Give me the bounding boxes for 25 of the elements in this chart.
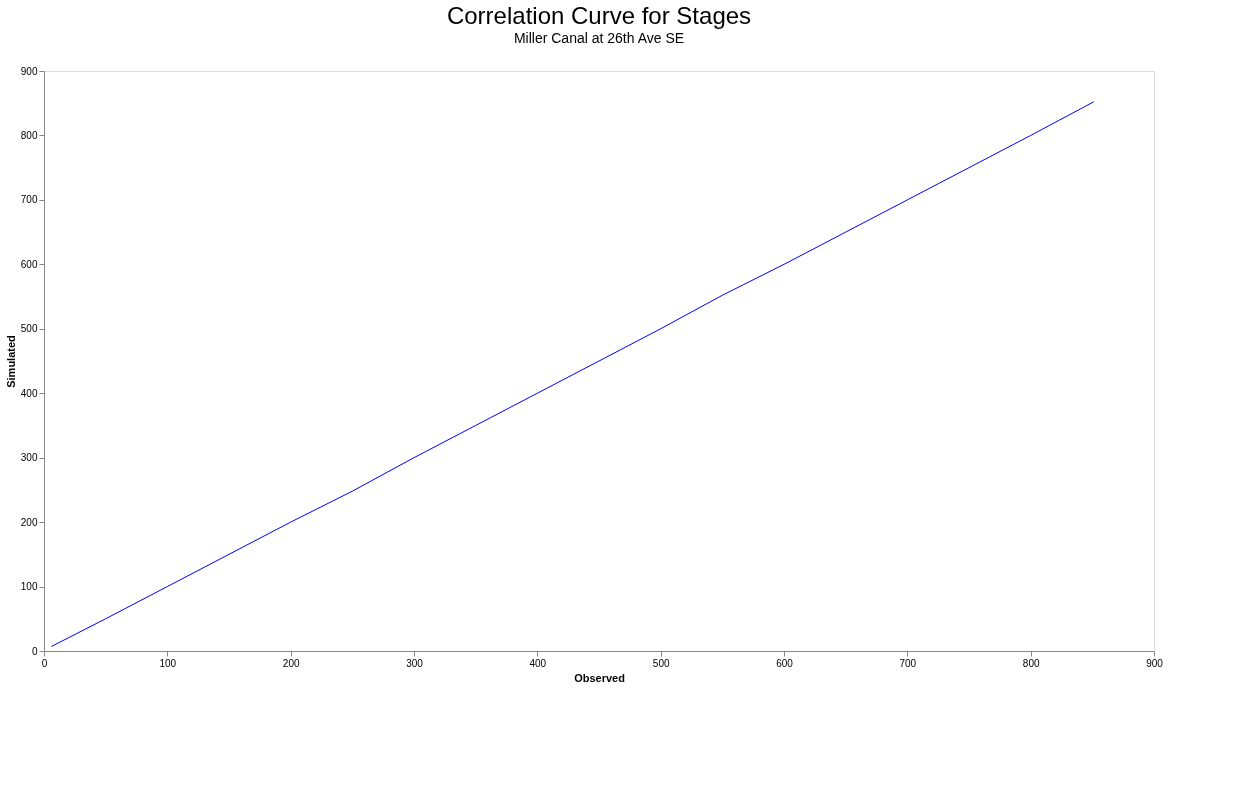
x-tick-label: 100 [159, 657, 177, 669]
y-tick-label: 700 [20, 194, 38, 206]
x-tick-label: 0 [41, 657, 48, 669]
x-tick-label: 400 [529, 657, 547, 669]
chart-subtitle: Miller Canal at 26th Ave SE [513, 30, 685, 46]
x-tick-label: 200 [282, 657, 300, 669]
x-tick-label: 800 [1022, 657, 1040, 669]
y-tick-label: 900 [20, 65, 38, 77]
x-tick-label: 500 [652, 657, 670, 669]
y-tick-label: 400 [20, 387, 38, 399]
chart-title: Correlation Curve for Stages [446, 2, 752, 29]
x-tick-label: 900 [1146, 657, 1164, 669]
y-tick-label: 800 [20, 129, 38, 141]
x-tick-label: 300 [406, 657, 424, 669]
y-tick-label: 500 [20, 323, 38, 335]
y-tick-label: 0 [31, 645, 38, 657]
y-axis-title: Simulated [4, 335, 17, 388]
y-tick-label: 600 [20, 258, 38, 270]
x-tick-label: 700 [899, 657, 917, 669]
y-tick-label: 100 [20, 581, 38, 593]
x-tick-label: 600 [776, 657, 794, 669]
y-tick-label: 200 [20, 516, 38, 528]
y-tick-label: 300 [20, 452, 38, 464]
line-series [50, 101, 1095, 647]
x-axis-title: Observed [574, 671, 625, 684]
